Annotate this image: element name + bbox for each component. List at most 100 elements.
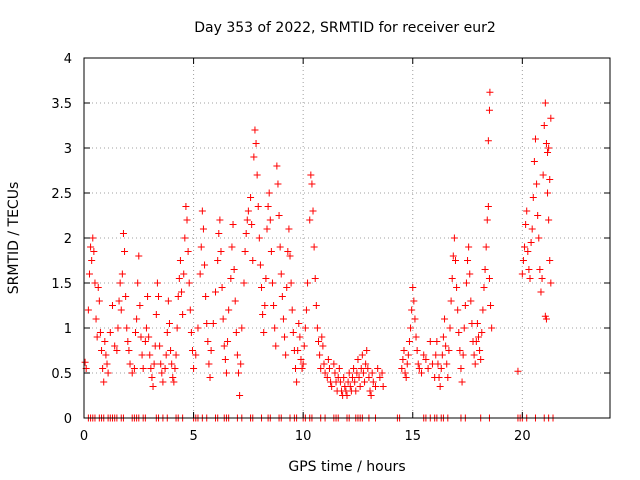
data-point: [244, 207, 252, 215]
data-point: [279, 315, 287, 323]
data-point: [101, 338, 109, 345]
data-point: [164, 297, 172, 305]
data-point: [250, 153, 258, 161]
data-point: [263, 225, 271, 233]
data-point: [236, 392, 244, 399]
data-point: [277, 270, 285, 278]
data-point: [312, 302, 320, 309]
data-point: [362, 360, 370, 368]
data-point: [176, 257, 184, 264]
data-point: [133, 315, 141, 323]
data-point: [471, 360, 479, 368]
data-point: [461, 302, 469, 309]
data-point: [89, 234, 97, 242]
y-tick-label: 0: [64, 412, 72, 427]
data-point: [155, 293, 163, 300]
data-point: [92, 315, 100, 323]
data-point: [379, 383, 387, 390]
data-point: [165, 320, 173, 327]
data-point: [125, 347, 133, 354]
data-point: [116, 279, 124, 287]
data-point: [401, 369, 409, 377]
data-point: [224, 338, 232, 345]
data-point: [138, 351, 146, 359]
data-point: [214, 257, 222, 264]
data-point: [253, 171, 261, 179]
data-point: [206, 374, 214, 381]
data-point: [139, 365, 147, 372]
data-point: [272, 342, 280, 350]
data-point: [297, 356, 305, 363]
data-point: [117, 306, 125, 314]
data-point: [400, 347, 408, 354]
data-point: [142, 324, 150, 332]
y-tick-label: 1: [64, 322, 72, 337]
data-point: [485, 275, 493, 282]
data-point: [186, 306, 194, 314]
data-point: [205, 360, 213, 368]
data-point: [399, 356, 407, 363]
data-point: [335, 365, 343, 372]
data-point: [437, 365, 445, 372]
data-point: [484, 137, 492, 145]
data-point: [353, 369, 361, 377]
data-point: [284, 248, 292, 255]
data-point: [535, 234, 543, 242]
y-tick-label: 1.5: [51, 277, 72, 292]
data-point: [408, 306, 416, 314]
data-point: [534, 212, 542, 219]
data-point: [232, 329, 240, 336]
data-point: [476, 347, 484, 354]
data-point: [473, 320, 481, 327]
data-point: [163, 329, 171, 336]
axis-ticks: 0 5 10 15 20 0 0.5 1 1.5 2 2.5 3 3.5 4: [51, 52, 610, 444]
data-point: [319, 342, 327, 350]
data-point: [94, 284, 102, 291]
data-point: [402, 374, 410, 381]
data-point: [122, 293, 130, 300]
data-point: [453, 284, 461, 291]
data-point: [536, 266, 544, 273]
data-point: [368, 369, 376, 377]
data-point: [323, 374, 331, 381]
data-point: [90, 248, 98, 255]
data-point: [100, 378, 108, 386]
data-point: [484, 203, 492, 210]
data-point: [315, 338, 323, 345]
data-point: [531, 135, 539, 143]
data-point: [196, 270, 204, 278]
data-point: [363, 347, 371, 354]
data-point: [308, 180, 316, 188]
data-point: [346, 383, 354, 390]
data-point: [218, 284, 226, 291]
data-point: [331, 369, 339, 377]
data-point: [123, 324, 131, 332]
data-point: [220, 342, 228, 350]
data-point: [242, 230, 250, 237]
data-point: [192, 351, 200, 359]
x-tick-label: 15: [404, 429, 421, 444]
data-point: [201, 261, 209, 269]
data-point: [301, 324, 309, 332]
data-point: [414, 360, 422, 368]
data-point: [180, 270, 188, 278]
data-point: [330, 360, 338, 368]
data-point: [173, 324, 181, 332]
data-point: [348, 374, 356, 381]
data-point: [194, 324, 202, 332]
data-point: [254, 203, 262, 210]
data-point: [306, 216, 314, 224]
data-point: [85, 270, 93, 278]
data-point: [289, 329, 297, 336]
data-point: [288, 306, 296, 314]
data-point: [545, 144, 553, 152]
data-point: [542, 140, 550, 147]
data-point: [486, 88, 494, 96]
data-point: [445, 347, 453, 354]
data-point: [418, 369, 426, 377]
data-point: [229, 221, 237, 228]
data-point: [434, 360, 442, 368]
data-points: [81, 88, 557, 422]
data-point: [167, 347, 175, 354]
data-point: [114, 324, 122, 332]
